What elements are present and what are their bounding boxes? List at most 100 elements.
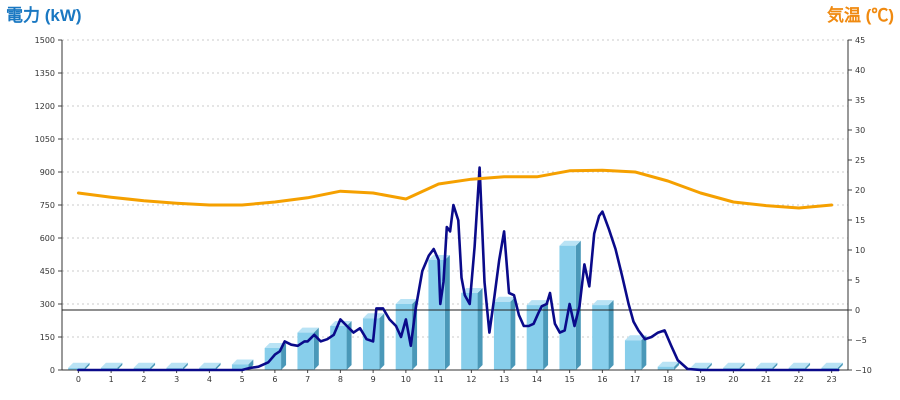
bar-side [805, 362, 811, 370]
bar-side [837, 362, 843, 370]
x-tick-label: 2 [141, 375, 146, 384]
temperature-line [76, 168, 834, 210]
bar [461, 288, 483, 370]
bar-side [84, 362, 90, 370]
left-axis-title: 電力 (kW) [6, 5, 82, 25]
bar [297, 327, 319, 370]
bar-top [723, 362, 745, 368]
bar-side [182, 362, 188, 370]
right-tick-label: 30 [855, 126, 865, 135]
bar-side [477, 288, 483, 370]
x-tick-label: 11 [434, 375, 444, 384]
bar-side [641, 335, 647, 370]
bar-side [379, 313, 385, 370]
bar-top [592, 300, 614, 306]
left-tick-label: 0 [50, 366, 55, 375]
x-tick-label: 21 [761, 375, 771, 384]
left-tick-label: 450 [40, 267, 55, 276]
x-tick-label: 18 [663, 375, 673, 384]
data-lines [76, 166, 840, 372]
bar-side [150, 362, 156, 370]
bar-top [559, 240, 581, 246]
bar-front [526, 305, 544, 370]
bar [624, 335, 647, 370]
bar-front [362, 318, 380, 370]
bar-top [657, 361, 680, 367]
right-tick-label: 0 [855, 306, 860, 315]
bar-top [690, 362, 712, 368]
x-tick-label: 0 [76, 375, 81, 384]
right-tick-label: −10 [855, 366, 872, 375]
bar-top [493, 296, 516, 302]
bar-top [526, 300, 549, 306]
right-tick-label: 40 [855, 66, 865, 75]
bar-top [788, 362, 811, 368]
x-tick-label: 19 [696, 375, 706, 384]
x-tick-label: 4 [207, 375, 212, 384]
bar-front [493, 301, 511, 370]
bar-side [706, 362, 712, 370]
x-tick-label: 12 [466, 375, 476, 384]
power-bars [68, 240, 843, 370]
x-tick-label: 22 [794, 375, 804, 384]
bar-side [739, 362, 745, 370]
bar-side [608, 300, 614, 370]
tick-labels: 0 150 300 450 600 750 900 1050 12 0 0 1350 1500 −10 −5… [35, 36, 872, 384]
bar-front [592, 305, 609, 370]
x-tick-label: 20 [728, 375, 738, 384]
left-tick-label: 300 [40, 300, 55, 309]
bar-top [68, 362, 90, 368]
bar-side [674, 361, 680, 370]
bar-front [395, 304, 413, 370]
bar-top [297, 327, 319, 333]
bar-front [624, 340, 642, 370]
bar-side [117, 362, 123, 370]
bar-top [231, 359, 254, 365]
x-tick-label: 23 [827, 375, 837, 384]
bar-side [543, 300, 549, 370]
bar-top [100, 362, 123, 368]
left-tick-label: 1500 [35, 36, 55, 45]
left-tick-label: 900 [40, 168, 55, 177]
x-tick-label: 14 [532, 375, 542, 384]
right-tick-label: −5 [855, 336, 867, 345]
x-tick-label: 8 [338, 375, 343, 384]
x-tick-label: 13 [499, 375, 509, 384]
right-tick-label: 25 [855, 156, 865, 165]
power-line [77, 166, 840, 372]
bar-top [395, 299, 418, 304]
x-tick-label: 15 [565, 375, 575, 384]
bar-front [428, 260, 445, 370]
left-tick-label: 600 [40, 234, 55, 243]
bar-top [362, 313, 385, 319]
bar-top [133, 362, 156, 368]
bar-top [624, 335, 647, 341]
gridlines [62, 39, 848, 338]
bar [526, 300, 549, 370]
left-tick-label: 750 [40, 201, 55, 210]
bar-side [346, 321, 352, 370]
bar-front [68, 367, 85, 370]
x-tick-label: 7 [305, 375, 310, 384]
left-tick-label: 150 [40, 333, 55, 342]
left-tick-label: 1050 [35, 135, 55, 144]
bar [592, 300, 614, 370]
bar-front [657, 366, 675, 370]
bar [68, 362, 90, 370]
x-tick-label: 16 [597, 375, 607, 384]
right-tick-label: 45 [855, 36, 865, 45]
bar-top [199, 362, 221, 368]
bar [493, 296, 516, 370]
x-tick-label: 9 [371, 375, 376, 384]
bar-side [281, 343, 287, 370]
bar [657, 361, 680, 370]
right-tick-label: 35 [855, 96, 865, 105]
bar-top [166, 362, 188, 368]
right-tick-label: 20 [855, 186, 865, 195]
x-tick-label: 10 [401, 375, 411, 384]
bar-front [461, 293, 478, 370]
left-tick-label: 1350 [35, 69, 55, 78]
bar-top [755, 362, 778, 368]
